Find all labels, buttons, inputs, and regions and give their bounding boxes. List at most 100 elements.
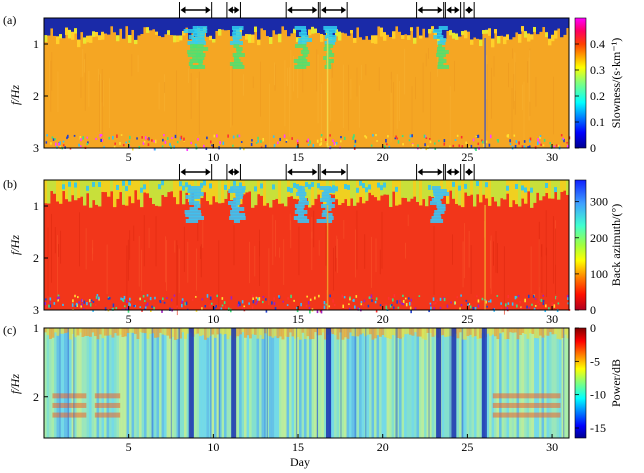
power-column <box>371 328 375 438</box>
noise-speck <box>197 138 199 141</box>
noise-speck <box>549 142 551 145</box>
texture-streak <box>143 215 145 267</box>
noise-speck <box>125 141 128 144</box>
transition-band <box>218 29 222 36</box>
texture-streak <box>337 238 338 273</box>
power-streak <box>295 328 298 438</box>
power-column <box>396 328 400 438</box>
noise-speck <box>205 147 208 150</box>
event-plume <box>229 62 243 66</box>
low-freq-band <box>104 18 108 34</box>
transition-band <box>551 34 555 42</box>
top-band <box>336 328 340 340</box>
event-plume <box>326 53 335 57</box>
transition-band <box>254 26 258 32</box>
power-column <box>389 328 392 438</box>
transition-band <box>521 26 525 32</box>
power-column <box>196 328 200 438</box>
power-column <box>399 328 402 438</box>
event-plume <box>324 29 337 33</box>
panel-a-heatmap <box>44 18 571 152</box>
low-freq-band <box>284 18 288 31</box>
texture-streak <box>415 76 416 100</box>
top-band <box>116 328 120 336</box>
power-column <box>61 328 65 438</box>
low-power-streak <box>481 328 487 438</box>
top-band <box>99 328 102 335</box>
texture-streak <box>129 230 131 260</box>
event-plume <box>185 219 199 223</box>
transition-band <box>134 39 138 45</box>
event-plume <box>294 44 307 48</box>
noise-speck <box>227 307 230 311</box>
noise-speck <box>485 300 487 304</box>
noise-speck <box>52 138 55 141</box>
low-freq-patch <box>452 181 456 187</box>
power-column <box>96 328 100 438</box>
low-freq-band <box>167 180 171 193</box>
low-freq-band <box>344 18 348 34</box>
transition-band <box>257 39 261 46</box>
low-freq-band <box>359 18 363 38</box>
event-plume <box>298 32 307 36</box>
low-freq-patch <box>287 186 291 192</box>
top-band <box>559 328 562 340</box>
noise-speck <box>429 302 432 305</box>
top-band <box>369 328 372 335</box>
noise-speck <box>333 141 336 146</box>
transition-band <box>86 35 90 43</box>
power-streak <box>266 328 268 438</box>
event-plume <box>236 47 243 51</box>
power-column <box>244 328 247 438</box>
texture-streak <box>313 210 315 248</box>
noise-speck <box>404 297 407 300</box>
low-freq-band <box>95 180 99 205</box>
low-freq-band <box>47 18 51 36</box>
low-freq-band <box>311 18 315 27</box>
noise-speck <box>418 295 421 297</box>
texture-streak <box>541 243 543 293</box>
noise-speck <box>456 134 459 137</box>
top-band <box>164 328 167 336</box>
noise-speck <box>349 296 351 299</box>
low-freq-band <box>179 18 183 36</box>
arrow-head-left <box>287 168 293 176</box>
noise-speck <box>216 134 218 138</box>
low-freq-band <box>176 180 180 205</box>
panel-b-label: (b) <box>3 177 17 191</box>
noise-speck <box>374 300 377 304</box>
colorbar-tick-label: 0.1 <box>590 115 605 129</box>
arrow-head-left <box>417 168 423 176</box>
low-freq-patch <box>380 185 384 191</box>
top-band <box>259 328 262 336</box>
noise-speck <box>519 301 521 304</box>
texture-streak <box>138 236 140 287</box>
noise-speck <box>506 134 509 138</box>
noise-speck <box>434 147 437 150</box>
event-plume <box>185 195 201 199</box>
power-column <box>164 328 167 438</box>
power-column <box>506 328 510 438</box>
low-freq-band <box>542 180 546 197</box>
low-freq-band <box>470 180 474 195</box>
texture-streak <box>80 77 82 98</box>
power-column <box>139 328 142 438</box>
power-streak <box>151 328 153 438</box>
low-freq-band <box>536 18 540 35</box>
power-column <box>356 328 360 438</box>
texture-streak <box>393 82 394 137</box>
top-band <box>81 328 85 337</box>
low-freq-band <box>68 18 72 30</box>
event-plume <box>228 201 241 205</box>
power-column <box>421 328 425 438</box>
low-freq-band <box>494 18 498 30</box>
top-band <box>151 328 155 334</box>
noise-speck <box>100 134 103 137</box>
low-freq-patch <box>485 182 489 188</box>
top-band <box>374 328 377 339</box>
event-plume <box>300 50 310 54</box>
event-plume <box>294 210 308 214</box>
low-freq-band <box>521 18 525 27</box>
power-column <box>239 328 242 438</box>
